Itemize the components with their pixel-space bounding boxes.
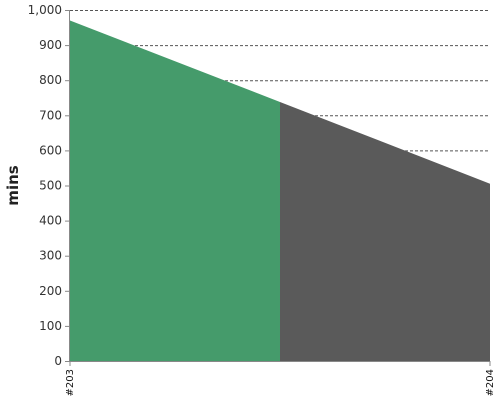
y-tick-label: 800 — [39, 73, 62, 87]
area-segment-1 — [70, 20, 280, 362]
x-tick-label: #203 — [65, 369, 76, 396]
x-tick-labels: #203 #204 — [65, 361, 496, 396]
y-tick-label: 1,000 — [28, 3, 62, 17]
y-axis-title: mins — [4, 165, 22, 205]
x-tick-label: #204 — [485, 369, 496, 396]
y-tick-label: 500 — [39, 179, 62, 193]
y-tick-label: 700 — [39, 108, 62, 122]
area-layer — [70, 20, 490, 362]
y-tick-label: 0 — [54, 354, 62, 368]
y-tick-label: 100 — [39, 319, 62, 333]
y-tick-label: 900 — [39, 38, 62, 52]
y-tick-label: 300 — [39, 249, 62, 263]
area-segment-2 — [280, 101, 490, 361]
y-tick-labels: 0 100 200 300 400 500 600 700 800 900 1,000 — [28, 3, 70, 368]
y-tick-label: 400 — [39, 214, 62, 228]
y-tick-label: 200 — [39, 284, 62, 298]
y-tick-label: 600 — [39, 143, 62, 157]
